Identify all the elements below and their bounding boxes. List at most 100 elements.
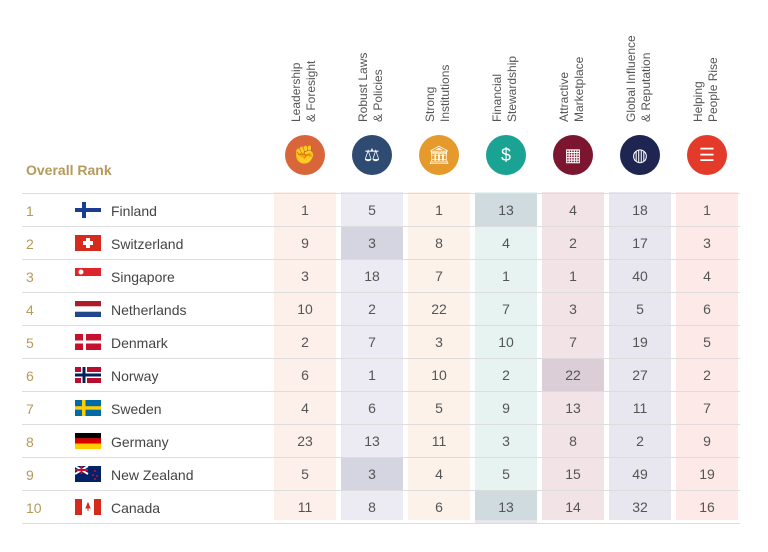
sweden-flag-icon — [75, 400, 101, 416]
score-cell: 9 — [703, 433, 711, 449]
score-cell: 3 — [569, 301, 577, 317]
score-cell: 17 — [632, 235, 648, 251]
score-cell: 7 — [703, 400, 711, 416]
score-cell: 3 — [301, 268, 309, 284]
score-cell: 9 — [301, 235, 309, 251]
score-cell: 8 — [435, 235, 443, 251]
score-cell: 2 — [301, 334, 309, 350]
column-header: Global Influence & Reputation — [609, 20, 671, 122]
score-cell: 3 — [435, 334, 443, 350]
score-cell: 16 — [699, 499, 715, 515]
canada-flag-icon — [75, 499, 101, 515]
overall-rank: 3 — [26, 269, 34, 285]
score-cell: 49 — [632, 466, 648, 482]
score-cell: 10 — [297, 301, 313, 317]
score-cell: 4 — [435, 466, 443, 482]
score-cell: 13 — [475, 491, 537, 524]
column-header-line1: Attractive — [557, 71, 571, 122]
column-background — [542, 192, 604, 520]
overall-rank: 10 — [26, 500, 42, 516]
score-cell: 19 — [632, 334, 648, 350]
column-background — [274, 192, 336, 520]
overall-rank: 8 — [26, 434, 34, 450]
table-row: 2 Switzerland 9 3 8 4 2 17 3 — [22, 226, 740, 260]
column-header: Strong Institutions — [408, 20, 470, 122]
score-cell: 3 — [341, 458, 403, 491]
country-name: Denmark — [111, 335, 168, 351]
score-cell: 4 — [569, 202, 577, 218]
table-row: 10 Canada 11 8 6 13 14 32 16 — [22, 490, 740, 524]
country-name: Singapore — [111, 269, 175, 285]
column-background — [676, 192, 738, 520]
overall-rank: 1 — [26, 203, 34, 219]
score-cell: 6 — [368, 400, 376, 416]
column-background — [475, 192, 537, 520]
overall-rank: 9 — [26, 467, 34, 483]
globe-icon: ◍ — [620, 135, 660, 175]
score-cell: 2 — [636, 433, 644, 449]
telescope-icon: ✊ — [285, 135, 325, 175]
column-header-line2: Institutions — [438, 64, 452, 122]
column-header: Financial Stewardship — [475, 20, 537, 122]
country-name: Netherlands — [111, 302, 187, 318]
score-cell: 1 — [502, 268, 510, 284]
country-name: Canada — [111, 500, 161, 516]
table-row: 9 New Zealand 5 3 4 5 15 49 19 — [22, 457, 740, 491]
country-name: Sweden — [111, 401, 162, 417]
score-cell: 5 — [703, 334, 711, 350]
score-cell: 5 — [368, 202, 376, 218]
table-row: 4 Netherlands 10 2 22 7 3 5 6 — [22, 292, 740, 326]
ladder-icon: ☰ — [687, 135, 727, 175]
column-header-line1: Robust Laws — [356, 52, 370, 122]
scales-icon: ⚖ — [352, 135, 392, 175]
country-name: Switzerland — [111, 236, 184, 252]
score-cell: 2 — [703, 367, 711, 383]
column-header-line1: Global Influence — [624, 35, 638, 122]
country-name: New Zealand — [111, 467, 194, 483]
score-cell: 13 — [475, 194, 537, 227]
score-cell: 4 — [703, 268, 711, 284]
switzerland-flag-icon — [75, 235, 101, 251]
denmark-flag-icon — [75, 334, 101, 350]
column-background — [341, 192, 403, 520]
column-header-line2: Stewardship — [505, 55, 519, 122]
table-bottom-border — [22, 523, 740, 524]
score-cell: 7 — [368, 334, 376, 350]
score-cell: 2 — [368, 301, 376, 317]
score-cell: 7 — [502, 301, 510, 317]
column-header: Robust Laws & Policies — [341, 20, 403, 122]
score-cell: 13 — [364, 433, 380, 449]
column-header-line1: Helping — [691, 81, 705, 122]
netherlands-flag-icon — [75, 301, 101, 317]
score-cell: 14 — [565, 499, 581, 515]
store-icon: ▦ — [553, 135, 593, 175]
finland-flag-icon — [75, 202, 101, 218]
score-cell: 3 — [703, 235, 711, 251]
score-cell: 23 — [297, 433, 313, 449]
score-cell: 15 — [565, 466, 581, 482]
score-cell: 11 — [297, 499, 313, 515]
score-cell: 11 — [431, 433, 447, 449]
overall-rank-heading: Overall Rank — [26, 162, 112, 178]
germany-flag-icon — [75, 433, 101, 449]
score-cell: 11 — [632, 400, 648, 416]
new-zealand-flag-icon — [75, 466, 101, 482]
score-cell: 7 — [569, 334, 577, 350]
country-name: Germany — [111, 434, 169, 450]
column-background — [408, 192, 470, 520]
score-cell: 6 — [435, 499, 443, 515]
score-cell: 5 — [301, 466, 309, 482]
table-row: 7 Sweden 4 6 5 9 13 11 7 — [22, 391, 740, 425]
column-header-line2: Marketplace — [572, 56, 586, 122]
norway-flag-icon — [75, 367, 101, 383]
column-header: Attractive Marketplace — [542, 20, 604, 122]
column-header-line1: Strong — [423, 86, 437, 122]
score-cell: 27 — [632, 367, 648, 383]
score-cell: 10 — [498, 334, 514, 350]
column-header: Leadership & Foresight — [274, 20, 336, 122]
score-cell: 3 — [341, 227, 403, 260]
score-cell: 22 — [542, 359, 604, 392]
money-search-icon: $ — [486, 135, 526, 175]
table-row: 5 Denmark 2 7 3 10 7 19 5 — [22, 325, 740, 359]
